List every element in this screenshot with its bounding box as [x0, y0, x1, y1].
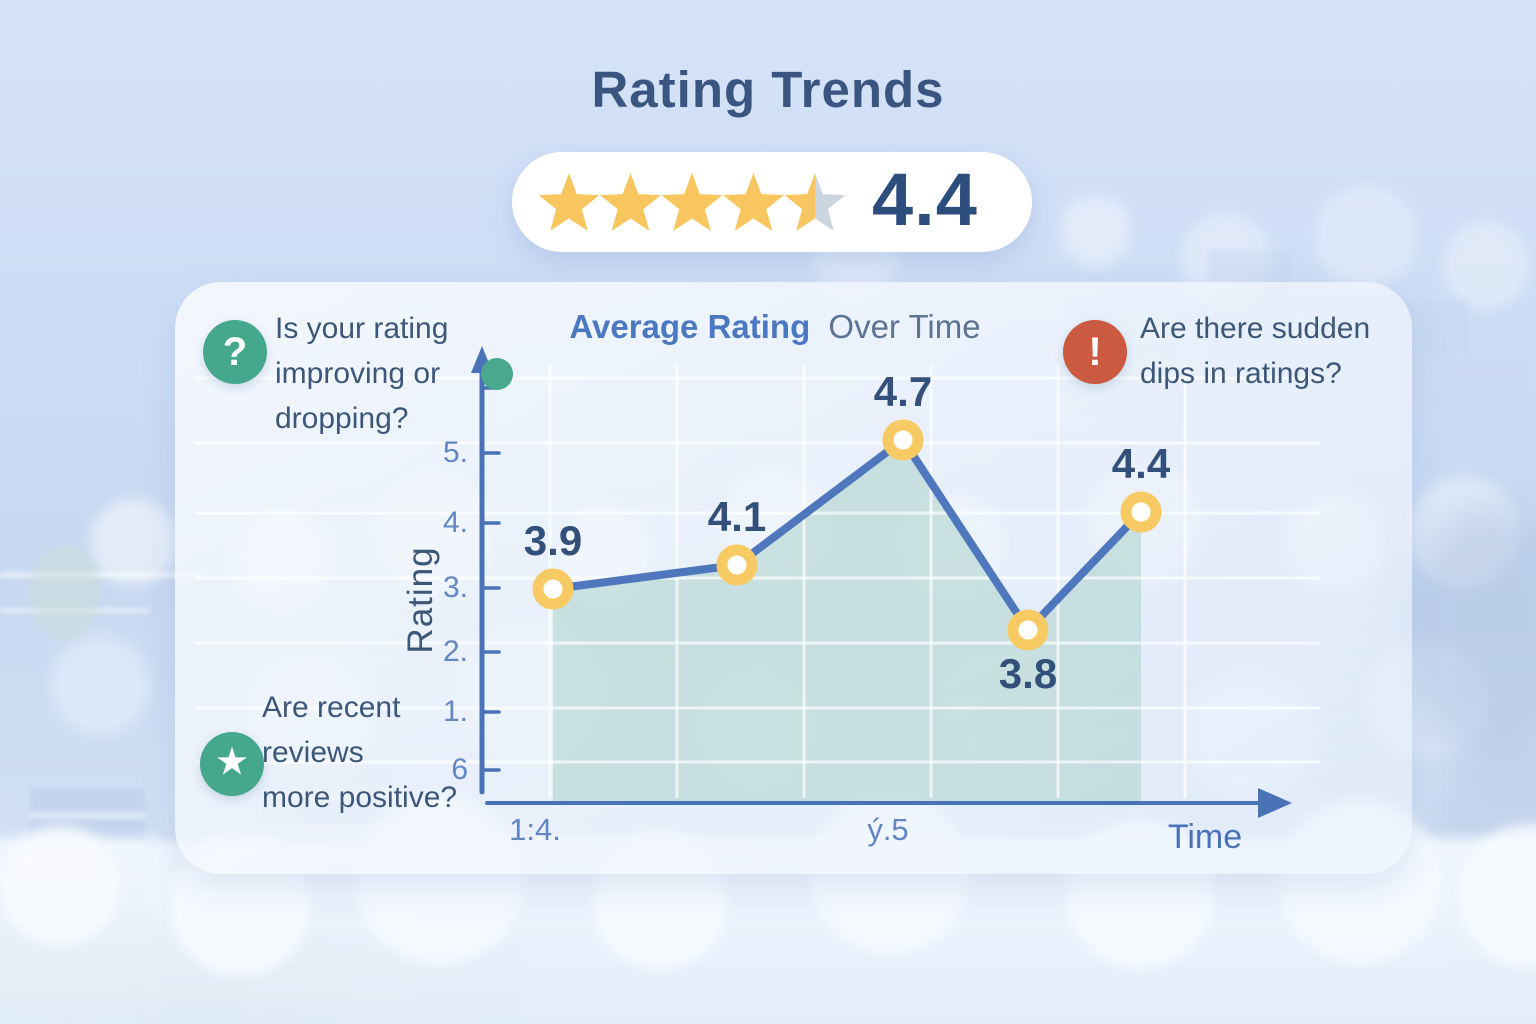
chart-title-rest: Over Time — [828, 308, 981, 345]
star-full-icon — [600, 173, 661, 231]
annotation-line: more positive? — [262, 781, 458, 814]
star-full-icon — [723, 173, 784, 231]
star-rating-icons — [538, 173, 846, 231]
cloud-row-middle — [90, 498, 178, 586]
star-full-icon — [661, 173, 723, 231]
annotation-improving-text: Is your rating improving or dropping? — [275, 306, 448, 441]
annotation-line: Are recent — [262, 691, 401, 724]
annotation-line: reviews — [262, 736, 364, 769]
star-full-icon — [538, 173, 600, 231]
question-icon: ? — [203, 320, 267, 384]
cloud-shadow — [1408, 505, 1536, 765]
star-badge-icon: ★ — [200, 732, 264, 796]
annotation-dips-text: Are there sudden dips in ratings? — [1140, 306, 1370, 396]
chart-title-emphasis: Average Rating — [569, 308, 811, 345]
star-glyph: ★ — [216, 743, 248, 781]
rating-badge: 4.4 — [512, 152, 1032, 252]
annotation-line: Are there sudden — [1140, 312, 1371, 345]
annotation-recent-text: Are recent reviews more positive? — [262, 685, 457, 820]
annotation-line: Is your rating — [275, 312, 449, 345]
light-streak — [0, 572, 200, 578]
y-axis-label: Rating — [401, 546, 440, 654]
exclamation-glyph: ! — [1088, 330, 1102, 374]
page-title: Rating Trends — [591, 61, 945, 118]
x-axis-label: Time — [1167, 818, 1243, 856]
exclamation-icon: ! — [1063, 320, 1127, 384]
cloud-row-lower — [50, 635, 150, 735]
annotation-line: dips in ratings? — [1140, 357, 1342, 390]
cloud-row-top-right — [1060, 195, 1132, 267]
rating-value: 4.4 — [872, 158, 978, 241]
tree-silhouette — [30, 545, 100, 640]
annotation-line: dropping? — [275, 402, 409, 435]
cloud-bank-puffs — [0, 826, 120, 946]
annotation-line: improving or — [275, 357, 441, 390]
star-half-icon — [784, 173, 846, 231]
chart-title: Average Rating Over Time — [480, 308, 1070, 346]
question-glyph: ? — [222, 330, 248, 374]
